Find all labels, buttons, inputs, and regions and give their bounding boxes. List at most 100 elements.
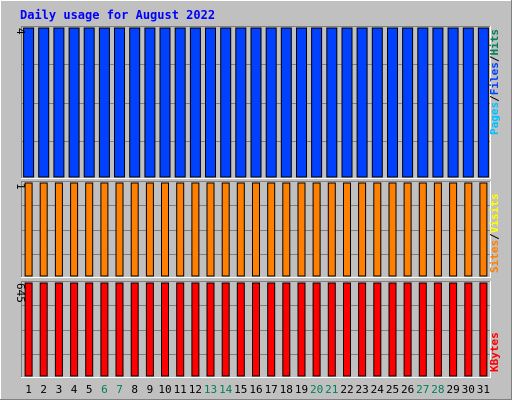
- bar-visits-sites-day-16: [252, 182, 260, 277]
- legend-hits-files-pages: Pages/Files/Hits: [488, 29, 501, 135]
- bar-hits-files-pages-day-5: [83, 27, 95, 178]
- bar-visits-sites-day-30: [464, 182, 473, 277]
- legend-kbytes: KBytes: [488, 332, 501, 372]
- bar-hits-files-pages-day-29: [447, 27, 459, 178]
- x-tick-label-2: 2: [40, 383, 47, 396]
- bar-kbytes-day-3: [54, 282, 63, 377]
- bar-kbytes-day-7: [115, 282, 124, 377]
- bar-hits-files-pages-day-10: [159, 27, 171, 178]
- x-tick-label-14: 14: [219, 383, 233, 396]
- bar-hits-files-pages-day-25: [387, 27, 398, 178]
- bar-hits-files-pages-day-22: [341, 27, 353, 178]
- bar-hits-files-pages-day-31: [477, 27, 489, 178]
- x-tick-label-29: 29: [446, 383, 459, 396]
- bar-hits-files-pages-day-26: [402, 27, 414, 178]
- bar-hits-files-pages-day-27: [417, 27, 429, 178]
- x-tick-label-10: 10: [158, 383, 171, 396]
- bar-kbytes-day-11: [176, 282, 185, 377]
- bar-hits-files-pages-day-8: [129, 27, 141, 178]
- x-tick-label-22: 22: [340, 383, 353, 396]
- bar-hits-files-pages-day-21: [326, 27, 338, 178]
- x-tick-label-13: 13: [204, 383, 217, 396]
- bar-kbytes-day-17: [267, 282, 276, 377]
- bar-kbytes-day-10: [161, 282, 169, 377]
- bar-visits-sites-day-26: [403, 182, 412, 277]
- bar-visits-sites-day-31: [479, 182, 488, 277]
- x-axis: 1 2 3 4 5 6 7 8 9 10 11 12 13 14 15 16 17 18 19 20 21 22 23 24 2…: [25, 383, 490, 396]
- bar-visits-sites-day-25: [388, 182, 397, 277]
- bar-kbytes-day-31: [479, 282, 488, 377]
- bar-visits-sites-day-20: [312, 182, 321, 277]
- bar-kbytes-day-5: [85, 282, 94, 377]
- panel-kbytes: 645 KBytes: [14, 281, 501, 378]
- bar-visits-sites-day-19: [297, 182, 306, 277]
- x-tick-label-6: 6: [101, 383, 108, 396]
- bar-kbytes-day-24: [373, 282, 382, 377]
- bar-visits-sites-day-13: [206, 182, 215, 277]
- x-tick-label-3: 3: [56, 383, 63, 396]
- y-max-label-kbytes: 645: [14, 283, 27, 303]
- legend-entry-separator: /: [488, 95, 501, 102]
- x-tick-label-28: 28: [431, 383, 444, 396]
- bar-kbytes-day-4: [70, 282, 79, 377]
- panel-hits-files-pages: 4 Pages/Files/Hits: [14, 26, 501, 179]
- x-tick-label-26: 26: [401, 383, 414, 396]
- bar-kbytes-day-13: [206, 282, 215, 377]
- x-tick-label-17: 17: [265, 383, 278, 396]
- legend-entry-separator: /: [488, 233, 501, 240]
- bar-kbytes-day-16: [252, 282, 260, 377]
- legend-entry-kbytes: KBytes: [488, 332, 501, 372]
- bar-visits-sites-day-9: [145, 182, 154, 277]
- x-tick-label-30: 30: [462, 383, 475, 396]
- bar-kbytes-day-22: [343, 282, 351, 377]
- bar-hits-files-pages-day-20: [311, 27, 323, 178]
- bar-hits-files-pages-day-1: [23, 27, 35, 178]
- bar-visits-sites-day-21: [327, 182, 336, 277]
- bar-visits-sites-day-6: [100, 182, 109, 277]
- y-max-label-hits-files-pages: 4: [14, 28, 27, 35]
- bar-hits-files-pages-day-16: [250, 27, 262, 178]
- bar-kbytes-day-2: [39, 282, 48, 377]
- bar-kbytes-day-18: [282, 282, 291, 377]
- bar-kbytes-day-1: [24, 282, 33, 377]
- x-tick-label-31: 31: [477, 383, 490, 396]
- bar-visits-sites-day-3: [54, 182, 63, 277]
- x-tick-label-19: 19: [295, 383, 308, 396]
- bar-kbytes-day-25: [388, 282, 397, 377]
- bar-hits-files-pages-day-24: [371, 27, 383, 178]
- x-tick-label-12: 12: [189, 383, 202, 396]
- x-tick-label-15: 15: [234, 383, 247, 396]
- bar-kbytes-day-6: [100, 282, 109, 377]
- x-tick-label-7: 7: [116, 383, 123, 396]
- bar-visits-sites-day-17: [267, 182, 276, 277]
- x-tick-label-1: 1: [25, 383, 32, 396]
- panel-visits-sites: 1 Sites/Visits: [14, 181, 501, 278]
- bar-hits-files-pages-day-19: [296, 27, 307, 178]
- x-tick-label-23: 23: [355, 383, 368, 396]
- bar-visits-sites-day-23: [358, 182, 367, 277]
- bar-visits-sites-day-27: [418, 182, 427, 277]
- x-tick-label-16: 16: [249, 383, 262, 396]
- bar-hits-files-pages-day-7: [114, 27, 125, 178]
- bar-kbytes-day-14: [221, 282, 230, 377]
- bar-kbytes-day-27: [418, 282, 427, 377]
- bar-kbytes-day-26: [403, 282, 412, 377]
- bar-hits-files-pages-day-14: [220, 27, 232, 178]
- bar-visits-sites-day-7: [115, 182, 124, 277]
- legend-entry-separator: /: [488, 55, 501, 62]
- bar-visits-sites-day-5: [85, 182, 94, 277]
- y-max-label-visits-sites: 1: [14, 183, 27, 190]
- bar-kbytes-day-9: [145, 282, 154, 377]
- x-tick-label-21: 21: [325, 383, 338, 396]
- x-tick-label-8: 8: [131, 383, 138, 396]
- bar-hits-files-pages-day-15: [235, 27, 247, 178]
- bar-visits-sites-day-14: [221, 182, 230, 277]
- bar-kbytes-day-12: [191, 282, 200, 377]
- bar-visits-sites-day-11: [176, 182, 185, 277]
- x-tick-label-9: 9: [147, 383, 154, 396]
- bar-kbytes-day-23: [358, 282, 367, 377]
- x-tick-label-18: 18: [280, 383, 293, 396]
- bar-kbytes-day-19: [297, 282, 306, 377]
